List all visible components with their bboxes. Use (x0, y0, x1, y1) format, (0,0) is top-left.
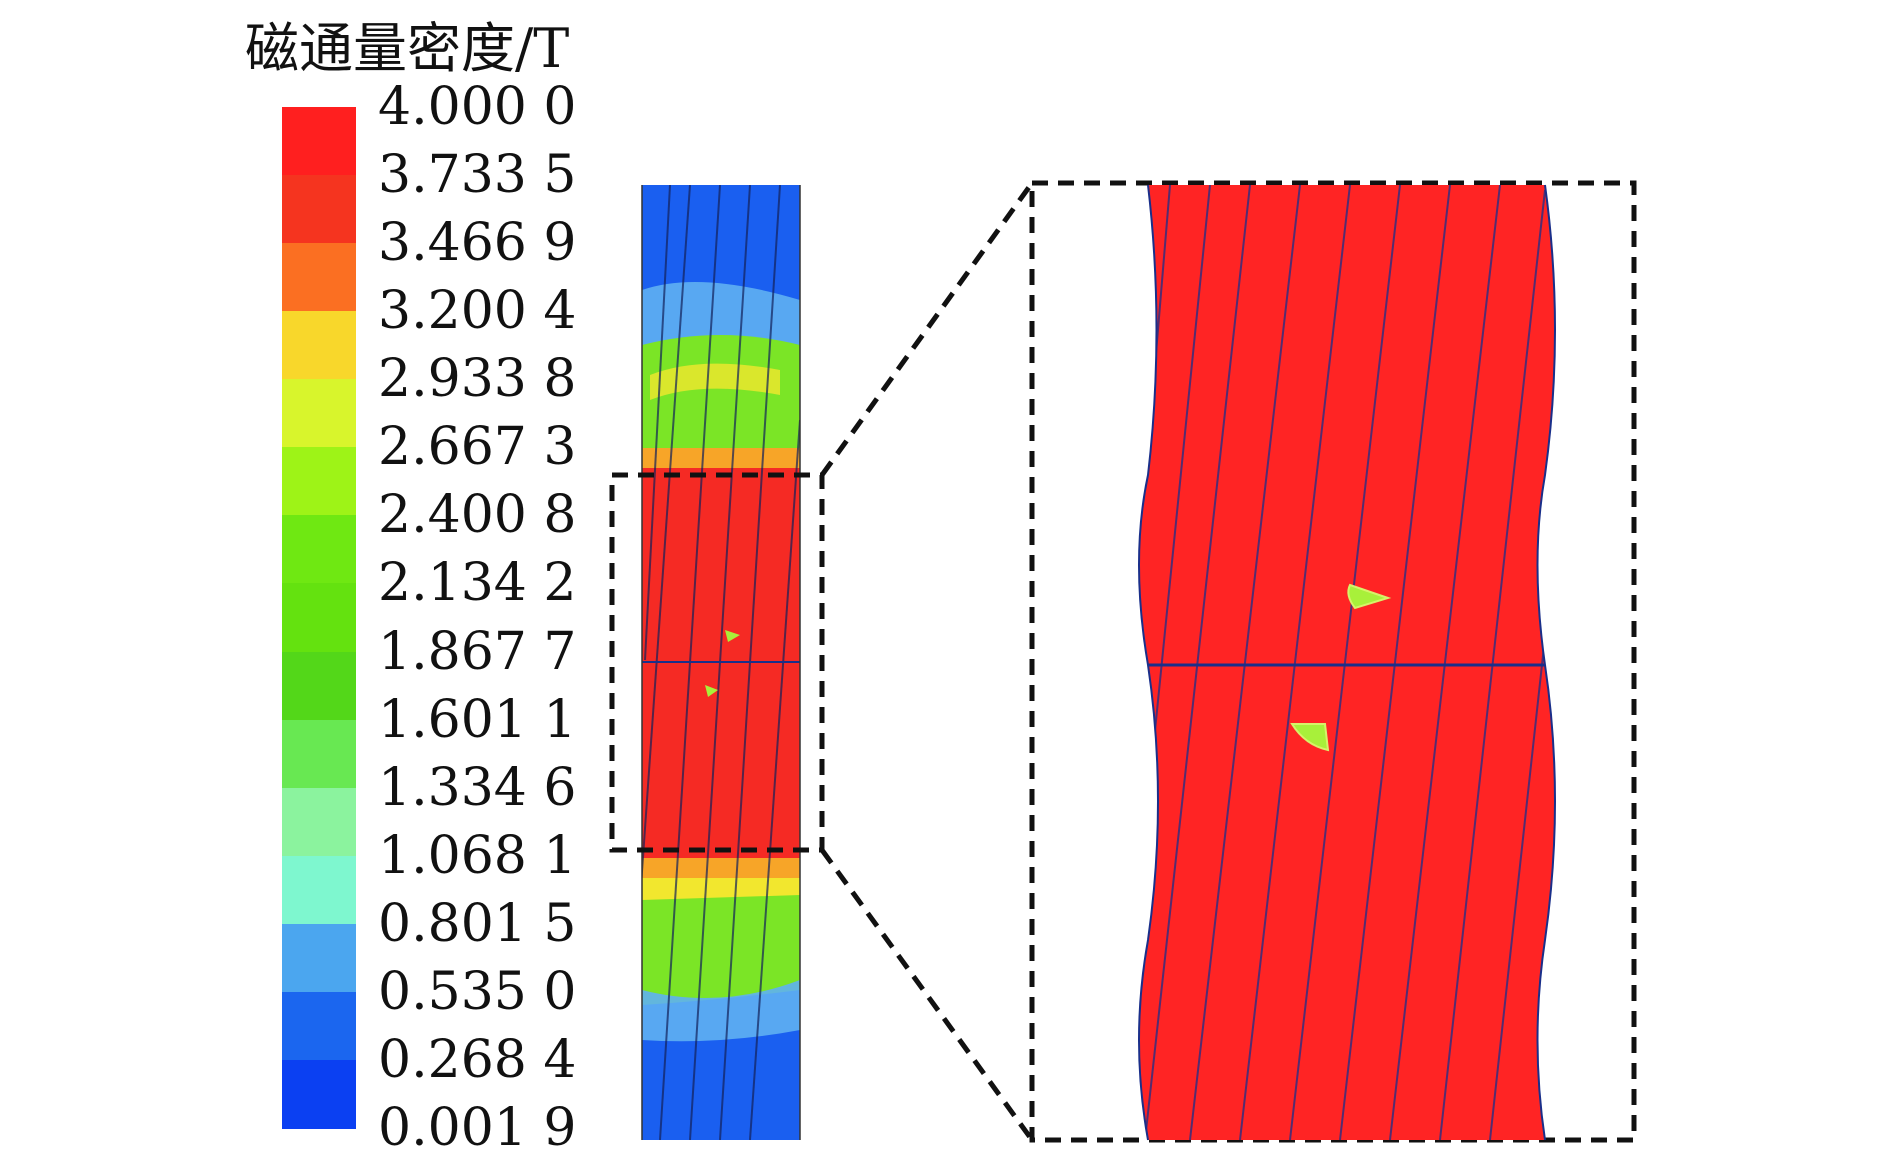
connector-top (819, 181, 1035, 477)
colorbar-swatch (282, 175, 356, 245)
colorbar-tick-label: 1.334 6 (378, 757, 577, 818)
colorbar-swatch (282, 583, 356, 653)
colorbar-swatch (282, 651, 356, 721)
zoom-rod-fill (1139, 185, 1555, 1140)
zoom-spot-2 (1290, 723, 1330, 752)
colorbar-swatch (282, 991, 356, 1061)
selection-box (609, 472, 825, 853)
colorbar-swatch (282, 447, 356, 517)
rod-outline (641, 185, 801, 1140)
colorbar-tick-label: 3.733 5 (378, 145, 577, 206)
colorbar-tick-label: 0.801 5 (378, 893, 577, 954)
zoom-rod (1139, 185, 1555, 1140)
legend-title: 磁通量密度/T (245, 17, 570, 80)
colorbar-tick-label: 2.667 3 (378, 417, 577, 478)
colorbar-tick-label: 3.200 4 (378, 281, 577, 342)
colorbar-swatch (282, 311, 356, 381)
colorbar-tick-label: 0.268 4 (378, 1029, 577, 1090)
colorbar-swatch (282, 923, 356, 993)
colorbar-tick-label: 4.000 0 (378, 77, 577, 137)
colorbar-tick-label: 0.535 0 (378, 961, 577, 1022)
colorbar-tick-label: 2.134 2 (378, 553, 577, 614)
colorbar-swatch (282, 855, 356, 925)
zoom-rod-outline (1138, 184, 1556, 1141)
rod (642, 185, 800, 1140)
colorbar-swatch (282, 515, 356, 585)
rod-upper-yellow (650, 363, 780, 400)
colorbar-swatch (282, 379, 356, 449)
rod-lower-orange (642, 858, 800, 878)
colorbar-tick-label: 2.933 8 (378, 349, 577, 410)
colorbar-swatch (282, 787, 356, 857)
zoom-spot-1 (1347, 583, 1392, 610)
colorbar-swatch (282, 1059, 356, 1129)
colorbar-swatch (282, 243, 356, 313)
zoom-winding-lines (1144, 185, 1555, 1140)
colorbar-tick-label: 2.400 8 (378, 485, 577, 546)
colorbar-tick-label: 3.466 9 (378, 213, 577, 274)
colorbar-swatch (282, 719, 356, 789)
colorbar (282, 107, 356, 1129)
colorbar-tick-label: 1.068 1 (378, 825, 577, 886)
colorbar-tick-label: 0.001 9 (378, 1098, 577, 1158)
rod-spot-1 (725, 630, 740, 642)
rod-upper-orange (642, 448, 800, 468)
colorbar-swatch (282, 107, 356, 177)
connector-bottom (819, 848, 1035, 1142)
colorbar-tick-label: 1.601 1 (378, 689, 577, 750)
rod-spot-2 (705, 685, 718, 697)
colorbar-tick-label: 1.867 7 (378, 621, 577, 682)
